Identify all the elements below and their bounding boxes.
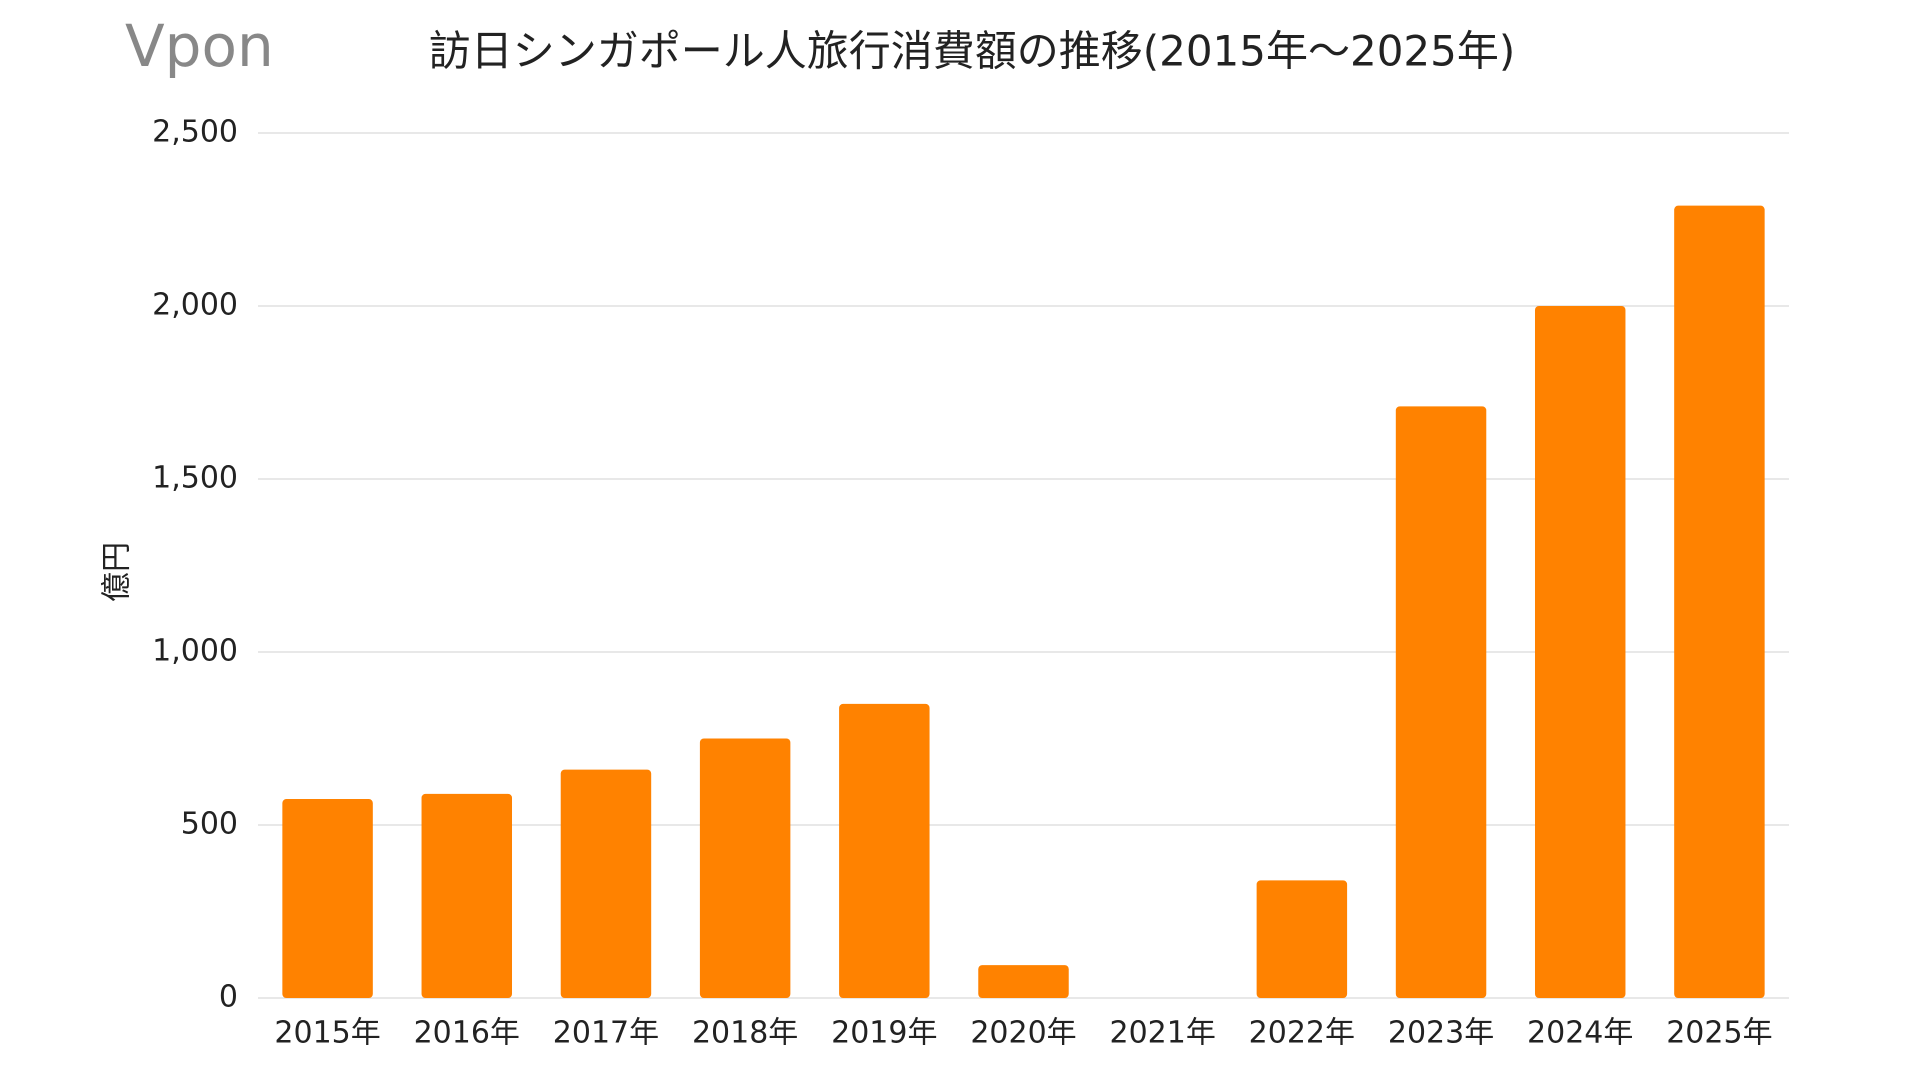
bar xyxy=(421,793,513,998)
y-tick-label: 2,500 xyxy=(152,115,238,150)
bar xyxy=(1395,406,1487,999)
x-tick-label: 2016年 xyxy=(414,1016,520,1051)
bar xyxy=(560,769,652,998)
x-tick-label: 2024年 xyxy=(1527,1016,1633,1051)
bar xyxy=(282,799,373,998)
y-tick-label: 500 xyxy=(181,807,238,842)
logo: Vpon xyxy=(125,12,274,80)
y-tick-label: 2,000 xyxy=(152,288,238,323)
x-tick-label: 2022年 xyxy=(1249,1016,1355,1051)
x-tick-label: 2021年 xyxy=(1110,1016,1216,1051)
y-axis-label: 億円 xyxy=(100,542,135,602)
bar xyxy=(699,738,791,998)
y-tick-label: 1,500 xyxy=(152,461,238,496)
x-tick-label: 2019年 xyxy=(831,1016,937,1051)
x-tick-label: 2025年 xyxy=(1666,1016,1772,1051)
x-tick-label: 2015年 xyxy=(274,1016,380,1051)
bar xyxy=(1674,205,1765,998)
bar xyxy=(978,965,1069,998)
x-tick-label: 2023年 xyxy=(1388,1016,1494,1051)
y-tick-label: 0 xyxy=(219,980,238,1015)
x-tick-label: 2018年 xyxy=(692,1016,798,1051)
x-tick-label: 2020年 xyxy=(970,1016,1076,1051)
bar xyxy=(1256,880,1348,998)
y-tick-label: 1,000 xyxy=(152,634,238,669)
bar xyxy=(1534,306,1626,998)
x-tick-label: 2017年 xyxy=(553,1016,659,1051)
chart-title: 訪日シンガポール人旅行消費額の推移(2015年～2025年) xyxy=(429,27,1516,76)
bar xyxy=(839,703,930,998)
